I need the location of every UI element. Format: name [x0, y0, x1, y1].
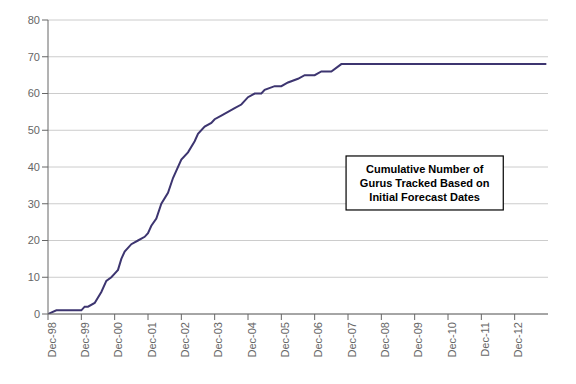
svg-text:Cumulative Number of: Cumulative Number of — [366, 163, 484, 175]
svg-text:Initial Forecast Dates: Initial Forecast Dates — [369, 191, 480, 203]
svg-text:30: 30 — [28, 198, 40, 210]
svg-text:10: 10 — [28, 271, 40, 283]
svg-text:Gurus Tracked Based on: Gurus Tracked Based on — [360, 177, 490, 189]
svg-text:20: 20 — [28, 234, 40, 246]
svg-text:Dec-12: Dec-12 — [512, 322, 524, 357]
svg-text:Dec-01: Dec-01 — [146, 322, 158, 357]
svg-text:Dec-07: Dec-07 — [346, 322, 358, 357]
svg-text:Dec-00: Dec-00 — [112, 322, 124, 357]
svg-text:Dec-04: Dec-04 — [246, 322, 258, 357]
svg-text:Dec-99: Dec-99 — [79, 322, 91, 357]
svg-text:Dec-05: Dec-05 — [279, 322, 291, 357]
svg-text:Dec-08: Dec-08 — [379, 322, 391, 357]
svg-text:Dec-11: Dec-11 — [479, 322, 491, 357]
svg-text:Dec-10: Dec-10 — [446, 322, 458, 357]
svg-text:70: 70 — [28, 51, 40, 63]
svg-text:60: 60 — [28, 87, 40, 99]
svg-text:0: 0 — [34, 308, 40, 320]
svg-text:80: 80 — [28, 14, 40, 26]
svg-text:Dec-02: Dec-02 — [179, 322, 191, 357]
svg-text:40: 40 — [28, 161, 40, 173]
svg-text:50: 50 — [28, 124, 40, 136]
svg-text:Dec-03: Dec-03 — [212, 322, 224, 357]
svg-text:Dec-09: Dec-09 — [412, 322, 424, 357]
svg-text:Dec-98: Dec-98 — [46, 322, 58, 357]
svg-text:Dec-06: Dec-06 — [312, 322, 324, 357]
